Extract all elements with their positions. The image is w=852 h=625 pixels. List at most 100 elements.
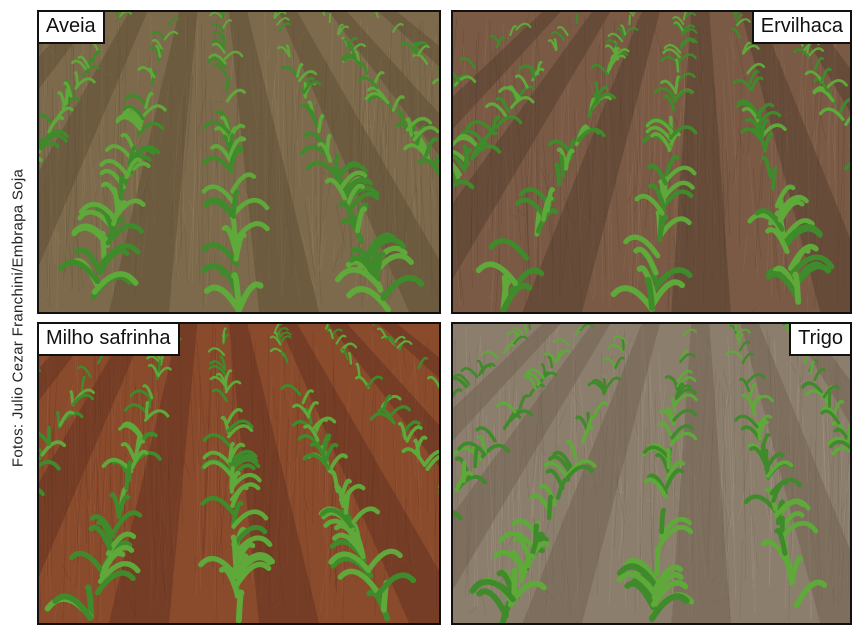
leaf [495, 36, 506, 49]
straw [41, 24, 49, 303]
leaf [647, 183, 666, 208]
leaf [417, 157, 439, 177]
leaf [822, 384, 840, 399]
straw [167, 216, 175, 225]
straw [711, 79, 721, 153]
leaf [336, 23, 344, 35]
leaf [147, 363, 160, 377]
straw [264, 78, 267, 216]
leaf [645, 125, 673, 142]
straw [489, 19, 493, 233]
straw [798, 381, 805, 386]
leaf [202, 156, 234, 174]
straw [188, 158, 198, 281]
straw [140, 215, 148, 277]
straw [197, 80, 208, 137]
straw [677, 410, 683, 580]
straw [113, 363, 118, 429]
straw [495, 250, 500, 312]
leaf [210, 144, 233, 164]
leaf [508, 267, 545, 296]
straw [565, 228, 576, 288]
leaf [646, 473, 668, 495]
leaf [453, 179, 475, 190]
straw [85, 429, 87, 544]
leaf [280, 351, 289, 364]
leaf [792, 271, 802, 305]
leaf [620, 563, 659, 589]
straw [583, 215, 594, 230]
straw [830, 504, 836, 582]
straw [65, 90, 71, 273]
straw [786, 135, 791, 157]
leaf [593, 401, 608, 417]
leaf [661, 180, 695, 200]
straw [525, 193, 529, 309]
straw [177, 134, 183, 161]
leaf [413, 438, 421, 460]
leaf [755, 102, 775, 119]
leaf [675, 382, 685, 398]
straw [695, 42, 704, 242]
straw [742, 326, 747, 582]
leaf [391, 95, 405, 112]
leaf [660, 189, 694, 210]
straw [391, 123, 400, 231]
straw [693, 137, 702, 152]
leaf [295, 63, 304, 78]
leaf [122, 104, 145, 121]
leaf [273, 12, 287, 20]
straw [403, 111, 410, 269]
straw [205, 158, 215, 305]
leaf [454, 470, 474, 493]
shadow [279, 12, 439, 312]
leaf [804, 70, 824, 83]
straw [404, 513, 414, 582]
leaf [674, 393, 698, 405]
straw [735, 38, 746, 82]
leaf [761, 155, 773, 179]
straw [722, 510, 731, 553]
straw [288, 459, 300, 501]
straw [733, 511, 737, 600]
leaf [610, 54, 626, 67]
leaf [829, 439, 850, 450]
leaf [563, 464, 594, 483]
leaf [228, 453, 259, 471]
leaf [738, 340, 751, 352]
straw [538, 452, 543, 584]
straw [739, 538, 743, 620]
straw [150, 510, 154, 602]
shadow [453, 324, 561, 441]
straw [134, 107, 139, 270]
leaf [576, 127, 606, 143]
straw [688, 468, 696, 480]
straw [836, 377, 841, 576]
leaf [757, 110, 782, 126]
straw [142, 386, 146, 506]
straw [373, 327, 384, 338]
leaf [650, 132, 672, 151]
straw [382, 19, 393, 212]
straw [413, 359, 420, 491]
straw [670, 464, 676, 604]
straw [112, 21, 121, 166]
leaf [765, 460, 794, 479]
leaf [118, 424, 143, 440]
leaf [74, 246, 103, 276]
leaf [273, 12, 278, 18]
leaf [373, 71, 385, 86]
straw [259, 402, 269, 448]
leaf [663, 43, 682, 54]
straw [576, 169, 582, 174]
straw [312, 435, 315, 524]
leaf [285, 44, 291, 58]
shadow [522, 324, 660, 623]
straw [609, 85, 620, 251]
straw [728, 35, 736, 60]
leaf [302, 80, 322, 95]
leaf [724, 350, 743, 360]
straw [344, 429, 347, 433]
leaf [662, 48, 681, 59]
leaf [401, 447, 426, 466]
